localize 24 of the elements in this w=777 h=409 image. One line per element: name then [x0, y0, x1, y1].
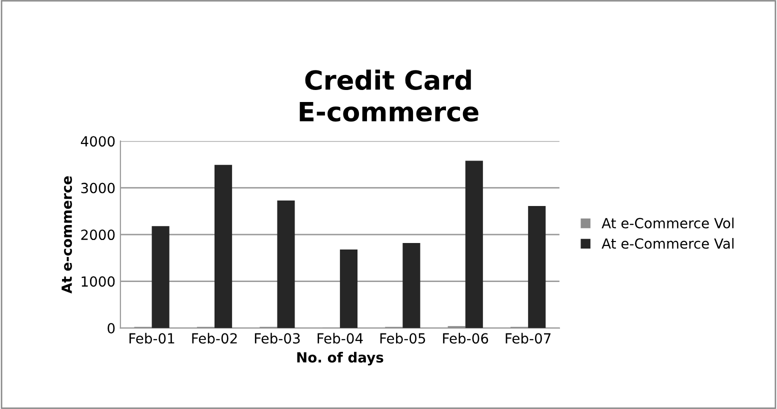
y-tick-label: 2000 — [81, 230, 115, 240]
legend-label: At e-Commerce Vol — [602, 218, 734, 228]
x-tick-label: Feb-05 — [380, 332, 426, 344]
bar — [152, 226, 170, 328]
bar — [465, 160, 483, 328]
x-tick-label: Feb-06 — [443, 332, 488, 344]
x-tick-label: Feb-03 — [254, 332, 300, 344]
y-tick-label: 3000 — [81, 182, 115, 194]
x-tick-label: Feb-02 — [192, 332, 237, 344]
bar — [402, 242, 420, 328]
y-tick-label: 0 — [108, 322, 115, 334]
x-tick-label: Feb-04 — [318, 332, 363, 344]
bar — [340, 250, 358, 328]
x-tick-label: Feb-07 — [506, 332, 551, 344]
y-axis-title: At e-commerce — [62, 176, 72, 294]
y-tick-label: 1000 — [82, 276, 115, 287]
bar — [214, 164, 232, 328]
legend-label: At e-Commerce Val — [602, 238, 734, 249]
x-tick-label: Feb-01 — [130, 332, 174, 344]
bar — [528, 206, 546, 328]
y-tick-label: 4000 — [80, 136, 115, 147]
chart-title: Credit Card E-commerce — [300, 70, 478, 122]
x-axis-title: No. of days — [297, 352, 384, 366]
bar — [277, 200, 295, 328]
